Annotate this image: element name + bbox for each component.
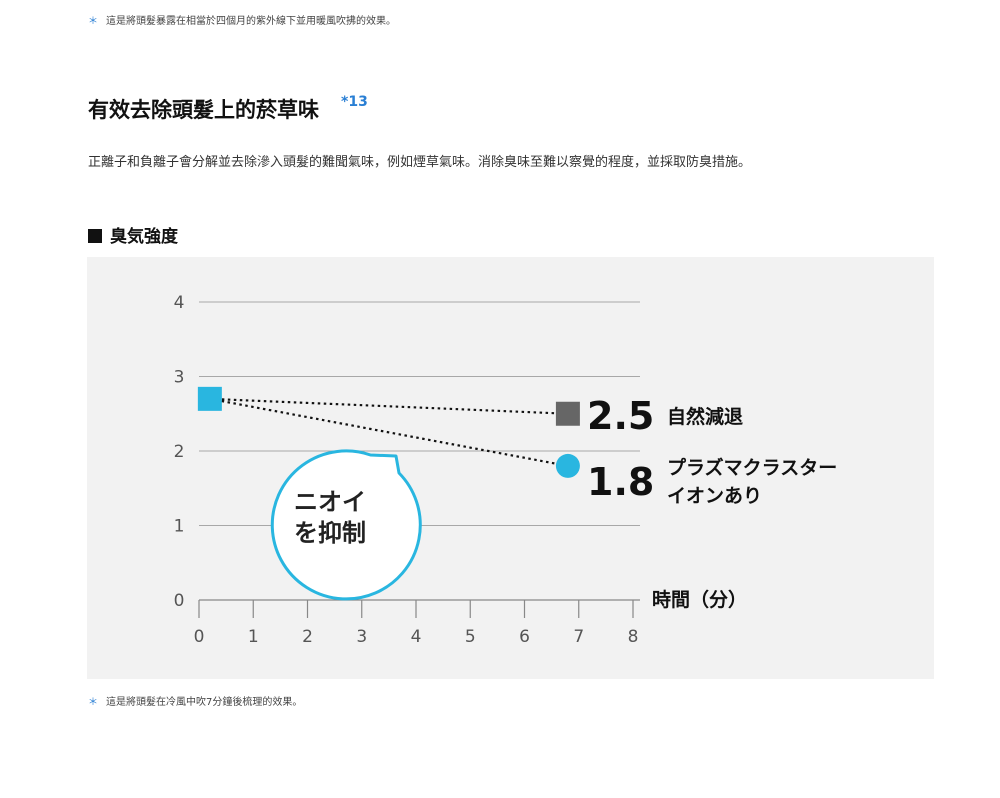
footnote-bottom: ＊ 這是將頭髮在冷風中吹7分鐘後梳理的效果。 [88,693,302,708]
y-tick-label: 1 [174,517,185,537]
y-tick-label: 3 [174,368,185,388]
natural-value-label: 2.5 [587,394,654,438]
x-tick-label: 4 [411,627,422,647]
heading-footnote-ref[interactable]: *13 [341,94,368,110]
x-tick-label: 5 [465,627,476,647]
y-tick-label: 4 [174,293,185,313]
x-tick-label: 2 [302,627,313,647]
y-tick-label: 2 [174,442,185,462]
callout-line1: ニオイ [294,488,366,516]
footnote-top: ＊ 這是將頭髮暴露在相當於四個月的紫外線下並用暖風吹拂的效果。 [88,12,396,27]
x-axis-label: 時間（分） [652,588,747,611]
footnote-asterisk: ＊ [88,697,98,708]
natural-end-square [555,401,580,426]
x-tick-label: 6 [519,627,530,647]
plasmacluster-end-circle [555,453,580,478]
natural-series-name: 自然減退 [667,405,743,428]
section-heading: 有效去除頭髮上的菸草味 [88,98,319,122]
footnote-top-text: 這是將頭髮暴露在相當於四個月的紫外線下並用暖風吹拂的效果。 [106,16,396,27]
footnote-asterisk: ＊ [88,16,98,27]
series-plasmacluster-line [209,397,569,467]
plasmacluster-value-label: 1.8 [587,460,654,504]
plasmacluster-series-name-line2: イオンあり [667,485,762,507]
y-tick-label: 0 [174,591,185,611]
x-tick-label: 0 [194,627,205,647]
x-tick-label: 3 [356,627,367,647]
footnote-bottom-text: 這是將頭髮在冷風中吹7分鐘後梳理的效果。 [106,697,303,708]
chart-title-text: 臭気強度 [110,227,178,247]
x-tick-label: 7 [573,627,584,647]
odor-chart: 0 1 2 3 4 0 1 2 3 4 5 6 7 8 時間（分） 2.5 1.8 自然減退プラズマクラスターイオ… [174,293,838,647]
callout-bubble [270,449,422,601]
callout-line2: を抑制 [294,519,366,547]
x-tick-label: 1 [248,627,259,647]
plasmacluster-series-name-line1: プラズマクラスター [667,456,837,479]
section-description: 正離子和負離子會分解並去除滲入頭髮的難聞氣味，例如煙草氣味。消除臭味至難以察覺的… [88,155,752,170]
chart-panel: 0 1 2 3 4 0 1 2 3 4 5 6 7 8 時間（分） 2.5 1.8 自然減退プラズマクラスター イオ… [87,257,934,679]
title-square-icon [88,229,102,243]
chart-title: 臭気強度 [88,222,178,247]
start-point-square [197,386,222,411]
x-tick-label: 8 [628,627,639,647]
series-natural-line [209,397,568,415]
